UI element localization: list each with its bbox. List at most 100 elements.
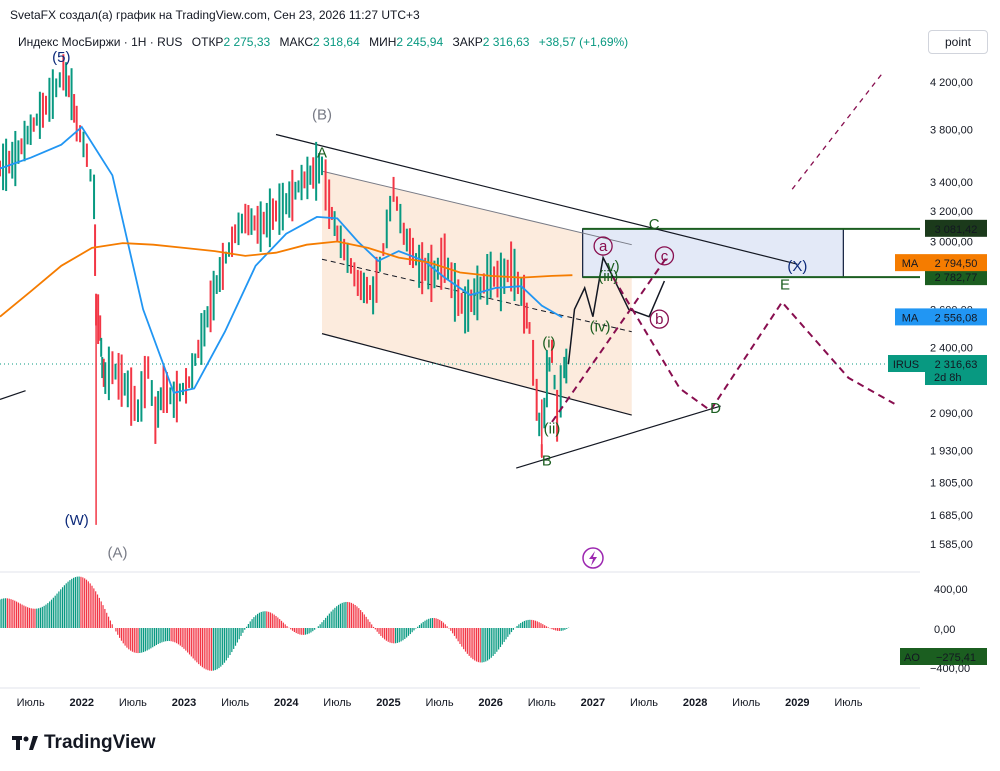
time-axis-label: Июль [732, 697, 760, 709]
low-label: МИН [369, 35, 397, 49]
ma-fast-line [0, 125, 563, 394]
wave-label: A [317, 145, 327, 162]
lightning-icon-bolt [589, 551, 597, 566]
projection-solid-path [567, 255, 666, 365]
wave-label: (W) [65, 512, 89, 529]
wave-label: (iii) [598, 268, 618, 285]
wave-label: (iv) [590, 319, 611, 336]
wave-label: a [599, 238, 608, 255]
time-axis-label: Июль [426, 697, 454, 709]
ma-fast-price-box [925, 308, 987, 326]
lower-channel-line [321, 333, 632, 416]
wave-label: (B) [312, 107, 332, 124]
low-value: 2 245,94 [396, 35, 444, 49]
change-value: +38,57 (+1,69%) [538, 35, 629, 49]
ao-value-box [925, 648, 987, 665]
price-axis-label: 1 685,00 [930, 510, 973, 522]
wave-label: b [655, 311, 663, 328]
open-label: ОТКР [191, 35, 224, 49]
irus-time: 2d 8h [934, 372, 962, 384]
upper-trendline [275, 133, 798, 265]
ma-fast-price-name: MA [902, 312, 919, 324]
price-axis-label: 3 400,00 [930, 177, 973, 189]
wave-label-circle [654, 246, 675, 266]
tradingview-logo[interactable]: TradingView [12, 732, 156, 754]
ma-slow-price-tag [895, 254, 925, 272]
wave-label: (i) [542, 334, 555, 351]
time-axis-label: 2028 [683, 697, 707, 709]
brand-name: TradingView [44, 732, 156, 753]
triangle-lower-line [516, 405, 721, 469]
irus-tag [888, 355, 925, 373]
irus-name: IRUS [893, 359, 919, 371]
left-stub-line [0, 390, 26, 400]
projection-dashed-long-up [791, 70, 885, 190]
price-axis-label: 3 200,00 [930, 206, 973, 218]
wave-label: D [710, 400, 721, 417]
time-axis-label: Июль [528, 697, 556, 709]
irus-box [925, 355, 987, 386]
scale-mode-button[interactable]: point [928, 30, 988, 54]
close-value: 2 316,63 [482, 35, 530, 49]
ao-name: AO [904, 652, 920, 664]
time-axis-label: 2022 [70, 697, 94, 709]
time-axis-label: 2027 [581, 697, 605, 709]
time-axis-label: 2024 [274, 697, 299, 709]
high-value: 2 318,64 [313, 35, 360, 49]
wave-label: (ii) [544, 421, 561, 438]
wave-label: (X) [787, 258, 807, 275]
time-axis-label: Июль [119, 697, 147, 709]
ma-fast-price-tag [895, 308, 925, 326]
projection-dashed-triangle [612, 277, 895, 412]
time-axis-label: Июль [17, 697, 45, 709]
ma-slow-price-box [925, 254, 987, 272]
ao-axis-label: 0,00 [934, 624, 955, 636]
wave-label: C [649, 216, 660, 233]
ma-slow-price-value: 2 794,50 [935, 258, 978, 270]
ma-fast-price-value: 2 556,08 [935, 312, 978, 324]
price-axis-label: 3 000,00 [930, 237, 973, 249]
time-axis-label: Июль [630, 697, 658, 709]
box-top-price-box [925, 219, 987, 237]
time-axis-label: 2025 [376, 697, 400, 709]
ma-slow-line [0, 240, 573, 318]
chart-author-header: SvetaFX создал(а) график на TradingView.… [10, 8, 420, 22]
box-top-price-label: 3 081,42 [935, 224, 978, 236]
wave-label: (5) [52, 49, 70, 66]
wave-label: c [661, 248, 669, 265]
price-axis-label: 2 400,00 [930, 342, 973, 354]
ao-axis-label: −400,00 [930, 663, 970, 675]
close-label: ЗАКР [452, 35, 483, 49]
channel-midline [321, 258, 632, 333]
time-axis-label: 2029 [785, 697, 809, 709]
box-bottom-price-label: 2 782,77 [935, 272, 978, 284]
wave-label: E [780, 277, 790, 294]
ao-tag [900, 648, 925, 665]
time-axis-label: 2023 [172, 697, 196, 709]
upper-channel-line [321, 170, 632, 246]
wave-label-circle [649, 309, 669, 329]
lightning-icon [582, 547, 604, 569]
wave-label: v) [607, 258, 620, 275]
time-axis-label: Июль [323, 697, 351, 709]
irus-price: 2 316,63 [935, 359, 978, 371]
wave-label: B [542, 453, 552, 470]
price-axis-label: 1 805,00 [930, 477, 973, 489]
symbol-info-row: Индекс МосБиржи · 1Н · RUS ОТКР2 275,33 … [18, 35, 634, 49]
high-label: МАКС [279, 35, 314, 49]
time-axis-label: Июль [221, 697, 249, 709]
wave-label: (A) [108, 545, 128, 562]
open-value: 2 275,33 [223, 35, 271, 49]
price-axis-label: 2 090,00 [930, 408, 973, 420]
symbol-name[interactable]: Индекс МосБиржи · 1Н · RUS [18, 35, 183, 49]
tradingview-logo-icon [12, 736, 38, 750]
ao-value: −275,41 [936, 652, 976, 664]
wave-label-circle [593, 236, 613, 256]
time-axis-label: 2026 [478, 697, 502, 709]
target-zone-box [582, 228, 844, 278]
box-bottom-price-box [925, 268, 987, 286]
price-axis-label: 1 930,00 [930, 446, 973, 458]
ao-axis-label: 400,00 [934, 584, 968, 596]
ma-slow-price-name: MA [902, 258, 919, 270]
